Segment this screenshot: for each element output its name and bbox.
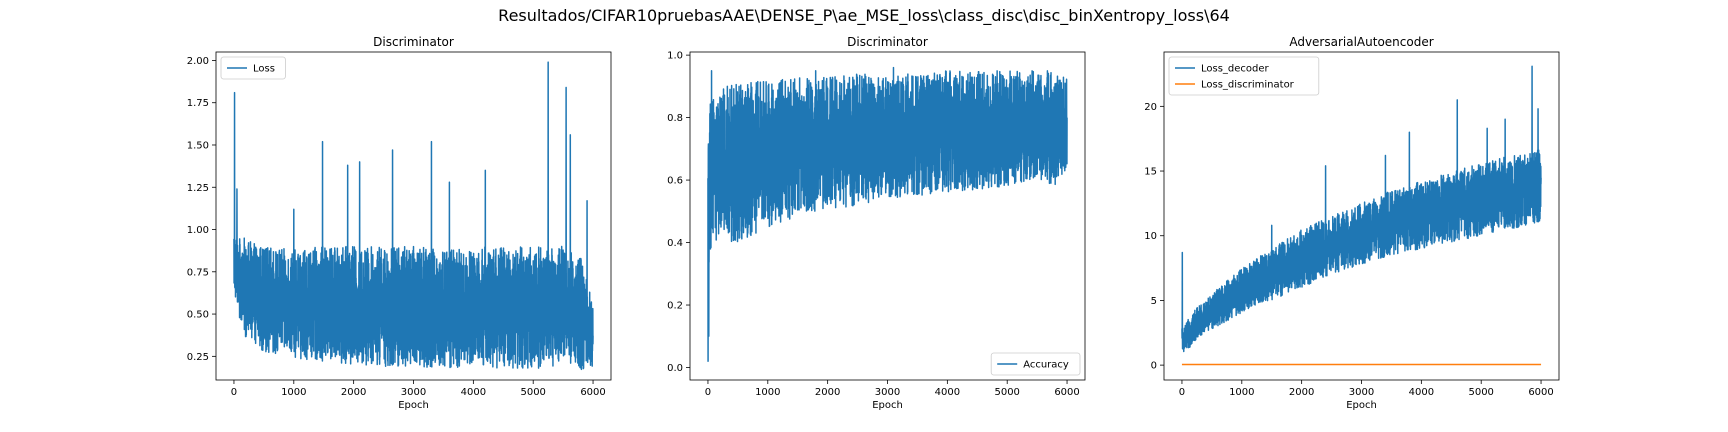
y-tick-label: 0.75: [187, 267, 209, 278]
series-line-accuracy: [707, 66, 1068, 362]
panel-title: Discriminator: [847, 35, 928, 49]
chart-panel-discriminator-accuracy: 0 1000 2000 3000 4000 5000 6000 0.0 0.2 0.4 0.6 0.8…: [667, 35, 1086, 411]
x-tick-label: 0: [1179, 387, 1185, 398]
y-tick-label: 0.25: [187, 352, 209, 363]
x-tick-label: 1000: [281, 387, 306, 398]
series-loss-decoder: [1181, 65, 1542, 353]
axes-frame: [1163, 51, 1560, 381]
series-line-loss-decoder: [1181, 65, 1542, 353]
legend: Accuracy: [990, 352, 1081, 376]
x-tick-label: 4000: [461, 387, 486, 398]
y-tick-label: 1.75: [187, 98, 209, 109]
x-tick-label: 3000: [401, 387, 426, 398]
x-tick-label: 2000: [341, 387, 366, 398]
chart-panel-adversarial-autoencoder: 0 1000 2000 3000 4000 5000 6000 0 5 10 15 20 Adversa…: [1144, 35, 1560, 411]
figure-suptitle: Resultados/CIFAR10pruebasAAE\DENSE_P\ae_…: [498, 6, 1230, 25]
legend-box: [1168, 56, 1320, 96]
y-tick-label: 15: [1144, 167, 1157, 178]
x-axis-label: Epoch: [872, 400, 903, 411]
x-tick-label: 5000: [994, 387, 1019, 398]
x-tick-label: 5000: [1468, 387, 1493, 398]
x-tick-label: 1000: [755, 387, 780, 398]
y-tick-label: 1.50: [187, 140, 209, 151]
series-line-loss: [233, 61, 594, 371]
y-tick-label: 0.8: [667, 113, 683, 124]
panel-title: Discriminator: [373, 35, 454, 49]
legend: Loss: [220, 56, 286, 80]
panel-title: AdversarialAutoencoder: [1289, 35, 1433, 49]
y-tick-label: 1.0: [667, 51, 683, 62]
x-axis-label: Epoch: [1346, 400, 1377, 411]
x-tick-label: 2000: [815, 387, 840, 398]
series-loss: [233, 61, 594, 371]
y-tick-label: 0.4: [667, 238, 683, 249]
series-accuracy: [707, 66, 1068, 362]
x-tick-label: 0: [231, 387, 237, 398]
legend-label: Loss_decoder: [1201, 64, 1270, 75]
y-tick-label: 20: [1144, 102, 1157, 113]
y-tick-label: 5: [1151, 296, 1157, 307]
legend-box: [990, 352, 1081, 376]
legend-label: Loss: [253, 64, 275, 75]
y-tick-label: 1.25: [187, 183, 209, 194]
x-tick-label: 6000: [1528, 387, 1553, 398]
x-tick-label: 0: [705, 387, 711, 398]
x-tick-label: 2000: [1289, 387, 1314, 398]
x-tick-label: 6000: [580, 387, 605, 398]
y-tick-label: 1.00: [187, 225, 209, 236]
chart-panel-discriminator-loss: 0 1000 2000 3000 4000 5000 6000 0.25 0.50 0.75 1.0…: [187, 35, 612, 411]
x-axis-label: Epoch: [398, 400, 429, 411]
x-tick-label: 6000: [1054, 387, 1079, 398]
x-tick-label: 3000: [875, 387, 900, 398]
legend-label: Accuracy: [1023, 360, 1069, 371]
x-tick-label: 4000: [935, 387, 960, 398]
x-tick-label: 5000: [520, 387, 545, 398]
y-tick-label: 0.50: [187, 310, 209, 321]
legend: Loss_decoder Loss_discriminator: [1168, 56, 1320, 96]
y-tick-label: 0: [1151, 361, 1157, 372]
y-tick-label: 0.2: [667, 301, 683, 312]
legend-box: [220, 56, 286, 80]
y-tick-label: 2.00: [187, 56, 209, 67]
x-tick-label: 4000: [1409, 387, 1434, 398]
x-tick-label: 3000: [1349, 387, 1374, 398]
x-tick-label: 1000: [1229, 387, 1254, 398]
legend-label: Loss_discriminator: [1201, 80, 1295, 91]
y-tick-label: 0.6: [667, 176, 683, 187]
y-tick-label: 0.0: [667, 363, 683, 374]
y-tick-label: 10: [1144, 231, 1157, 242]
